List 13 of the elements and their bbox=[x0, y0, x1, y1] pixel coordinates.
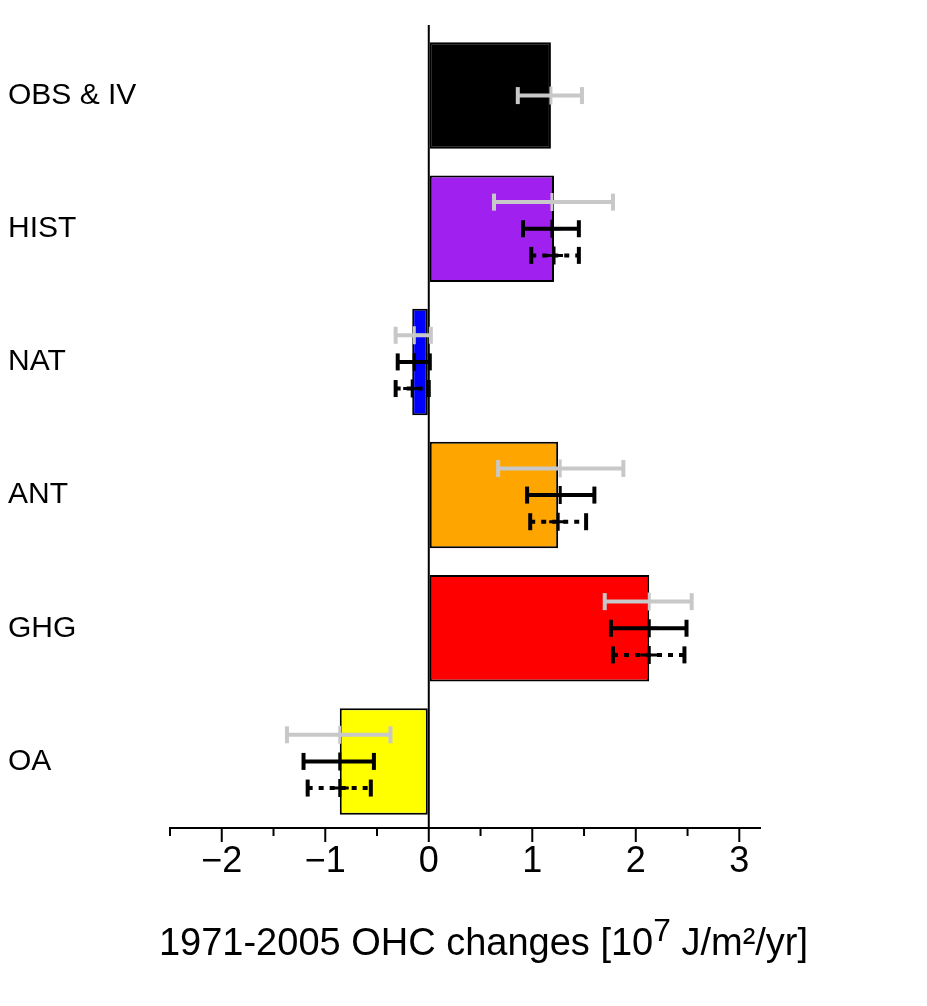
x-tick-label: 0 bbox=[418, 838, 439, 880]
y-tick-label: ANT bbox=[8, 476, 68, 510]
x-tick-label: −1 bbox=[304, 838, 346, 880]
x-axis-title: 1971-2005 OHC changes [10$^{7}$ J/m²/yr] bbox=[157, 912, 810, 964]
x-tick-label: 3 bbox=[729, 838, 750, 880]
y-tick-label: OA bbox=[8, 742, 52, 776]
y-tick-label: OBS & IV bbox=[8, 76, 137, 110]
y-tick-label: HIST bbox=[8, 210, 77, 244]
x-tick-label: −2 bbox=[201, 838, 243, 880]
y-tick-label: NAT bbox=[8, 343, 66, 377]
x-tick-label: 1 bbox=[522, 838, 543, 880]
y-tick-label: GHG bbox=[8, 609, 77, 643]
x-tick-label: 2 bbox=[625, 838, 646, 880]
